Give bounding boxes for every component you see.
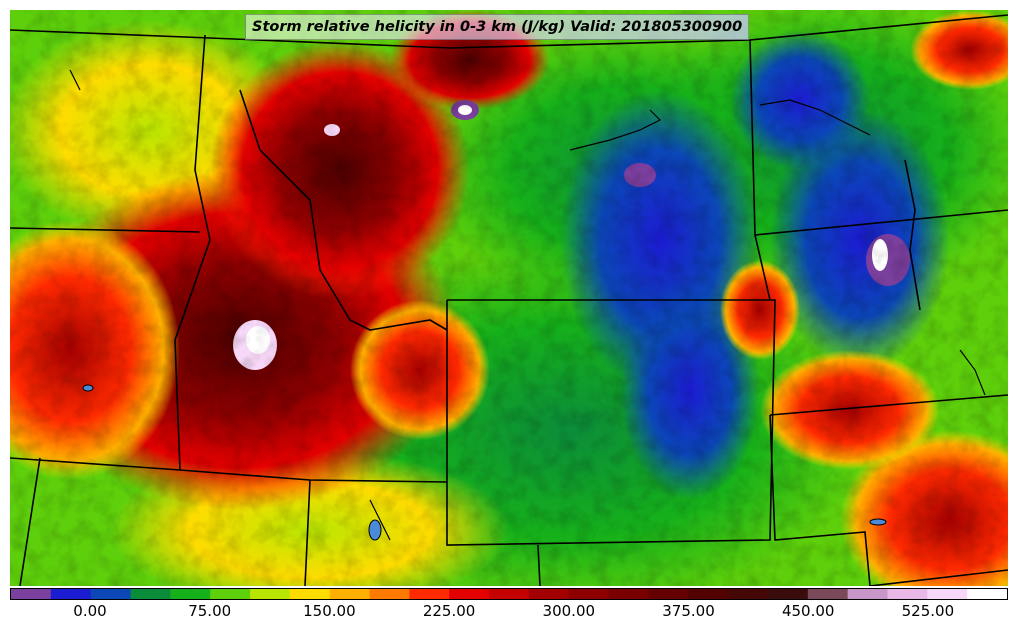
colorbar-swatch xyxy=(608,589,649,599)
colorbar-swatch xyxy=(90,589,132,599)
colorbar-swatch xyxy=(807,589,849,599)
colorbar-swatch xyxy=(250,589,291,599)
colorbar-swatch xyxy=(170,589,211,599)
colorbar-swatch xyxy=(568,589,610,599)
colorbar-swatch xyxy=(887,589,928,599)
colorbar-tick-label: 450.00 xyxy=(781,602,835,620)
colorbar-swatch xyxy=(369,589,410,599)
colorbar-swatch xyxy=(648,589,689,599)
colorbar-swatch xyxy=(728,589,769,599)
colorbar-tick-label: 375.00 xyxy=(662,602,715,620)
colorbar-swatch xyxy=(927,589,968,599)
colorbar-swatch xyxy=(50,589,92,599)
colorbar-tick-label: 525.00 xyxy=(901,602,955,620)
colorbar-swatch xyxy=(11,589,52,599)
colorbar-swatch xyxy=(329,589,371,599)
colorbar-swatch xyxy=(767,589,809,599)
colorbar-swatch xyxy=(449,589,490,599)
colorbar-ticks: 0.00 75.00 150.00 225.00 300.00 375.00 450.00 5… xyxy=(0,602,1018,626)
colorbar-tick-label: 0.00 xyxy=(73,602,107,620)
water-features xyxy=(69,69,986,541)
colorbar-swatch xyxy=(847,589,888,599)
map-title: Storm relative helicity in 0-3 km (J/kg)… xyxy=(245,14,750,40)
colorbar-swatch xyxy=(130,589,171,599)
colorbar-tick-label: 150.00 xyxy=(303,602,356,620)
colorbar-swatch xyxy=(489,589,530,599)
colorbar xyxy=(10,588,1008,600)
colorbar-tick-label: 225.00 xyxy=(422,602,476,620)
colorbar-swatch xyxy=(688,589,729,599)
state-boundaries xyxy=(10,14,1008,586)
helicity-map xyxy=(10,10,1008,586)
colorbar-swatch xyxy=(967,589,1007,599)
colorbar-tick-label: 75.00 xyxy=(188,602,232,620)
colorbar-swatch xyxy=(409,589,450,599)
lake-outlines xyxy=(82,384,887,541)
colorbar-swatch xyxy=(528,589,570,599)
colorbar-swatch xyxy=(210,589,251,599)
colorbar-swatch xyxy=(289,589,331,599)
colorbar-tick-label: 300.00 xyxy=(542,602,596,620)
